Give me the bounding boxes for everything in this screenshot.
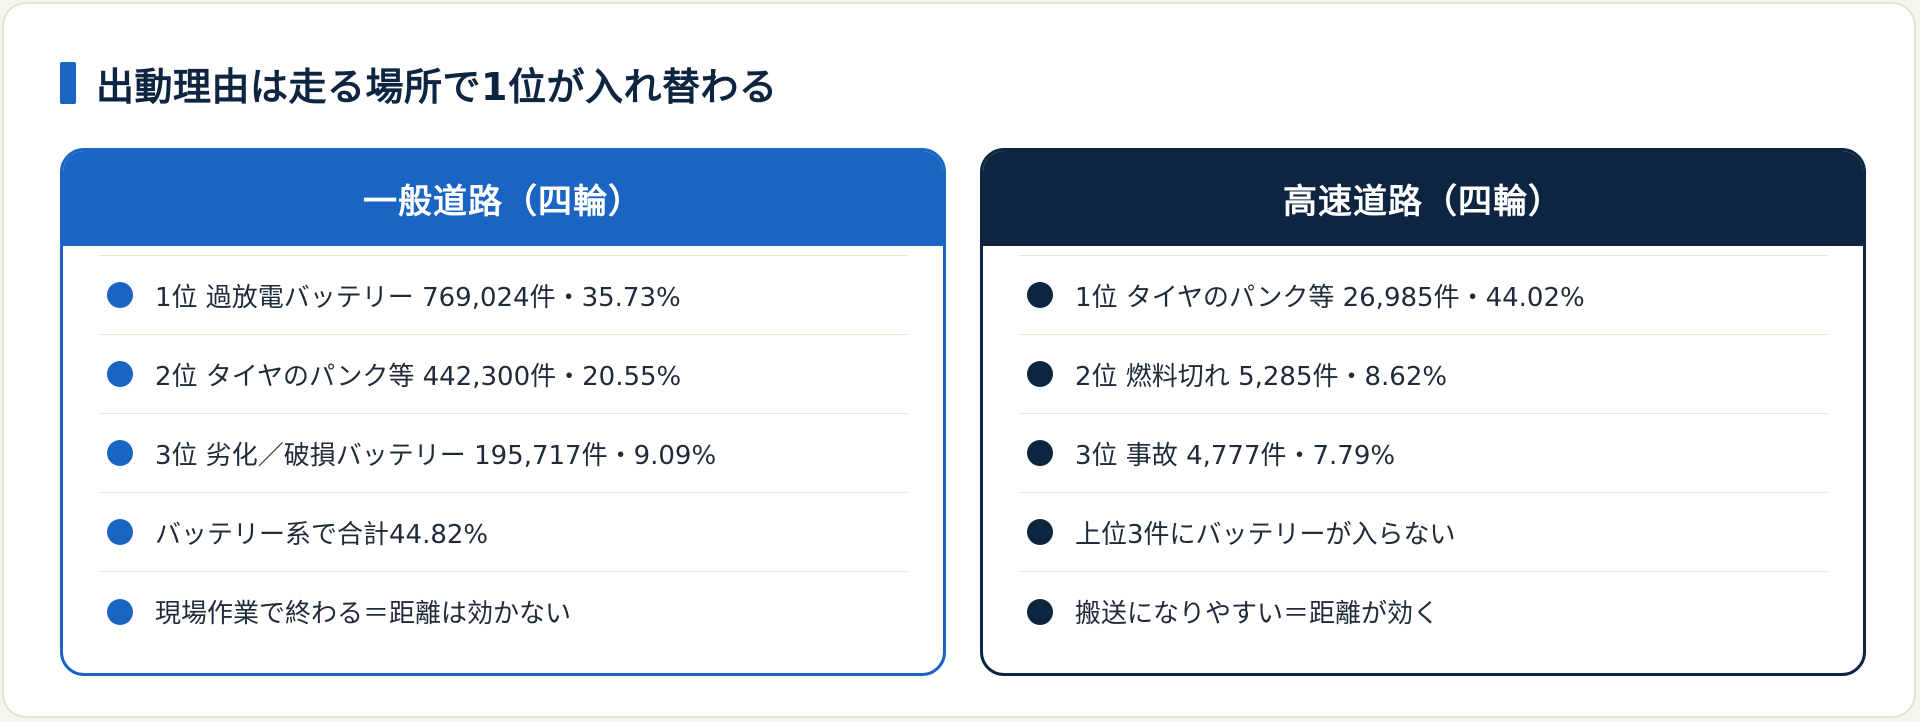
bullet-dot-icon <box>107 361 133 387</box>
bullet-dot-icon <box>1027 519 1053 545</box>
list-item-text: バッテリー系で合計44.82% <box>155 519 489 550</box>
page-title: 出動理由は走る場所で1位が入れ替わる <box>96 65 778 109</box>
list-item: 3位 事故 4,777件・7.79% <box>1019 414 1827 493</box>
list-item-text: 2位 タイヤのパンク等 442,300件・20.55% <box>155 361 682 392</box>
title-accent-bar <box>60 62 76 104</box>
highway-card-header: 高速道路（四輪） <box>983 151 1863 246</box>
list-item: 3位 劣化／破損バッテリー 195,717件・9.09% <box>99 414 907 493</box>
list-item-text: 3位 事故 4,777件・7.79% <box>1075 440 1396 471</box>
list-item-text: 搬送になりやすい＝距離が効く <box>1075 599 1440 629</box>
list-item-text: 現場作業で終わる＝距離は効かない <box>155 599 572 629</box>
bullet-dot-icon <box>107 440 133 466</box>
list-item: バッテリー系で合計44.82% <box>99 493 907 572</box>
list-item-text: 1位 タイヤのパンク等 26,985件・44.02% <box>1075 282 1585 313</box>
bullet-dot-icon <box>1027 361 1053 387</box>
list-item-text: 1位 過放電バッテリー 769,024件・35.73% <box>155 282 681 313</box>
list-item-text: 3位 劣化／破損バッテリー 195,717件・9.09% <box>155 440 717 471</box>
highway-list: 1位 タイヤのパンク等 26,985件・44.02% 2位 燃料切れ 5,285… <box>1019 255 1827 651</box>
list-item: 1位 タイヤのパンク等 26,985件・44.02% <box>1019 256 1827 335</box>
general-road-list: 1位 過放電バッテリー 769,024件・35.73% 2位 タイヤのパンク等 … <box>99 255 907 651</box>
list-divider <box>99 255 907 256</box>
list-item-text: 2位 燃料切れ 5,285件・8.62% <box>1075 361 1448 392</box>
list-item: 上位3件にバッテリーが入らない <box>1019 493 1827 572</box>
general-road-card-header: 一般道路（四輪） <box>63 151 943 246</box>
list-item-text: 上位3件にバッテリーが入らない <box>1075 519 1456 550</box>
bullet-dot-icon <box>107 282 133 308</box>
bullet-dot-icon <box>1027 440 1053 466</box>
highway-card: 高速道路（四輪） 1位 タイヤのパンク等 26,985件・44.02% 2位 燃… <box>980 148 1866 676</box>
bullet-dot-icon <box>107 598 133 625</box>
bullet-dot-icon <box>1027 282 1053 308</box>
list-item: 搬送になりやすい＝距離が効く <box>1019 572 1827 651</box>
bullet-dot-icon <box>107 519 133 545</box>
list-item: 1位 過放電バッテリー 769,024件・35.73% <box>99 256 907 335</box>
bullet-dot-icon <box>1027 598 1053 625</box>
list-item: 2位 燃料切れ 5,285件・8.62% <box>1019 335 1827 414</box>
list-divider <box>1019 255 1827 256</box>
general-road-card: 一般道路（四輪） 1位 過放電バッテリー 769,024件・35.73% 2位 … <box>60 148 946 676</box>
list-item: 2位 タイヤのパンク等 442,300件・20.55% <box>99 335 907 414</box>
list-item: 現場作業で終わる＝距離は効かない <box>99 572 907 651</box>
